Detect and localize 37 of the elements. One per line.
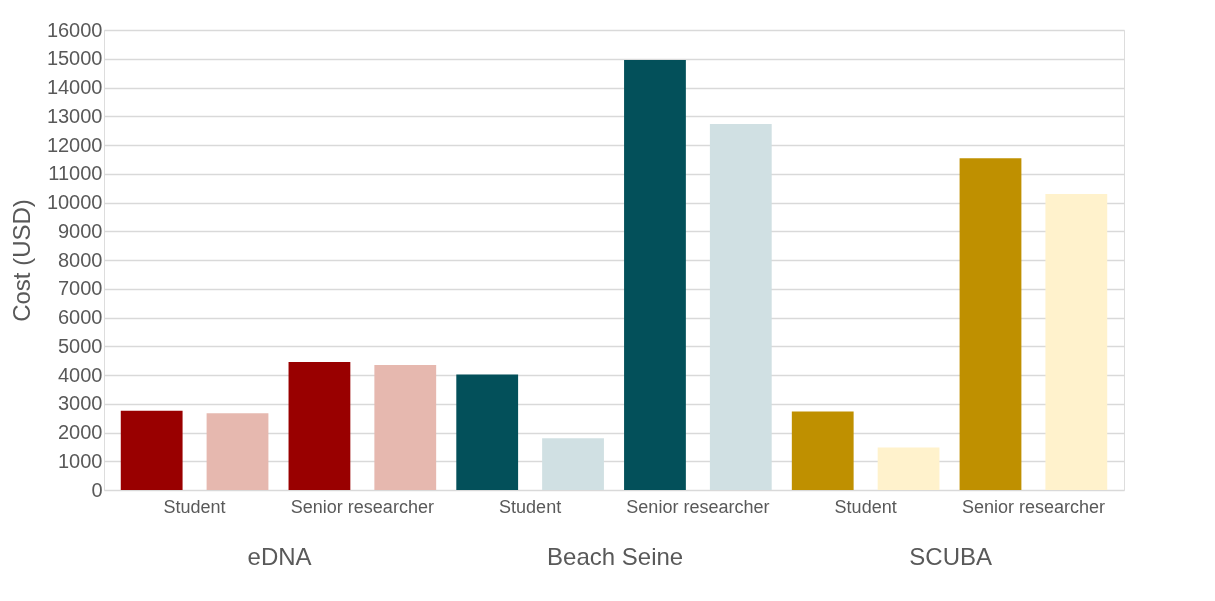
y-tick-label: 1000 xyxy=(58,449,103,472)
y-tick-label: 3000 xyxy=(58,392,103,415)
bar xyxy=(959,158,1022,490)
y-tick-label: 14000 xyxy=(46,76,103,98)
y-tick-label: 2000 xyxy=(58,421,103,443)
y-tick-label: 15000 xyxy=(46,47,103,70)
x-tick-label: Student xyxy=(163,496,226,517)
bar xyxy=(1045,193,1108,490)
bar xyxy=(624,59,686,490)
bar xyxy=(206,413,269,490)
y-tick-label: 4000 xyxy=(58,363,103,386)
y-axis-title: Cost (USD) xyxy=(7,199,35,322)
y-tick-label: 6000 xyxy=(58,306,103,328)
bar xyxy=(877,447,940,490)
bar xyxy=(288,362,351,490)
y-tick-label: 9000 xyxy=(58,219,103,242)
y-tick-label: 7000 xyxy=(58,277,103,300)
x-tick-label: Senior researcher xyxy=(626,496,770,517)
text: SCUBA xyxy=(909,543,992,570)
y-tick-label: 0 xyxy=(91,478,103,501)
y-tick-label: 11000 xyxy=(48,162,103,185)
y-tick-label: 10000 xyxy=(46,191,103,213)
x-tick-label: Senior researcher xyxy=(290,496,434,517)
bar xyxy=(791,411,854,490)
bar xyxy=(120,410,183,490)
x-tick-label: Senior researcher xyxy=(961,496,1105,517)
y-tick-label: 16000 xyxy=(46,18,103,41)
y-tick-label: 5000 xyxy=(58,334,103,357)
bar xyxy=(456,374,519,490)
text: eDNA xyxy=(247,543,312,570)
y-tick-label: 12000 xyxy=(46,133,103,156)
y-tick-label: 8000 xyxy=(58,248,103,271)
x-tick-label: Student xyxy=(834,496,897,517)
text: Beach Seine xyxy=(547,543,684,570)
x-tick-label: Student xyxy=(499,496,562,517)
bar xyxy=(374,364,437,490)
y-tick-label: 13000 xyxy=(46,104,103,127)
